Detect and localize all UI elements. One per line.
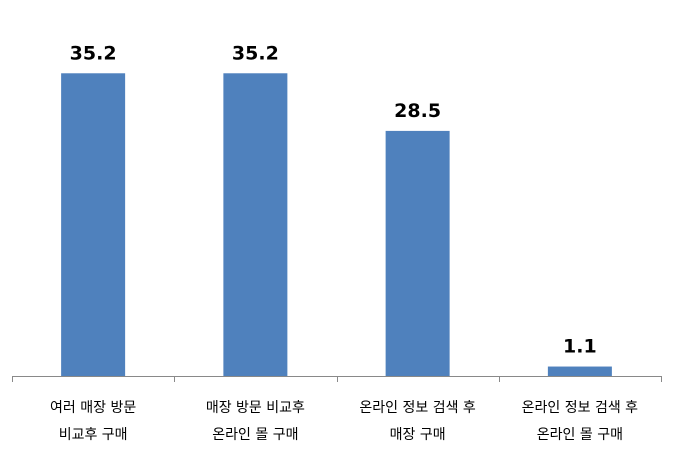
bar bbox=[547, 366, 612, 376]
value-labels-group: 35.2 35.2 28.5 1.1 bbox=[70, 42, 597, 357]
bar-value-label: 35.2 bbox=[232, 42, 279, 64]
x-axis-ticks bbox=[12, 376, 662, 382]
bar bbox=[61, 73, 126, 376]
bars-group bbox=[61, 73, 612, 376]
category-label-line: 온라인 정보 검색 후 bbox=[359, 400, 476, 416]
bar-value-label: 35.2 bbox=[70, 42, 117, 64]
bar bbox=[223, 73, 288, 376]
bar-value-label: 28.5 bbox=[394, 100, 441, 122]
category-label-line: 매장 구매 bbox=[390, 427, 446, 443]
category-label-line: 온라인 몰 구매 bbox=[537, 427, 623, 443]
category-label-line: 온라인 몰 구매 bbox=[212, 427, 298, 443]
category-label-line: 여러 매장 방문 bbox=[50, 400, 136, 416]
bar bbox=[385, 130, 450, 376]
category-label-line: 비교후 구매 bbox=[59, 427, 128, 443]
category-label-line: 온라인 정보 검색 후 bbox=[522, 400, 639, 416]
bar-value-label: 1.1 bbox=[563, 336, 597, 358]
category-label-line: 매장 방문 비교후 bbox=[206, 400, 305, 416]
